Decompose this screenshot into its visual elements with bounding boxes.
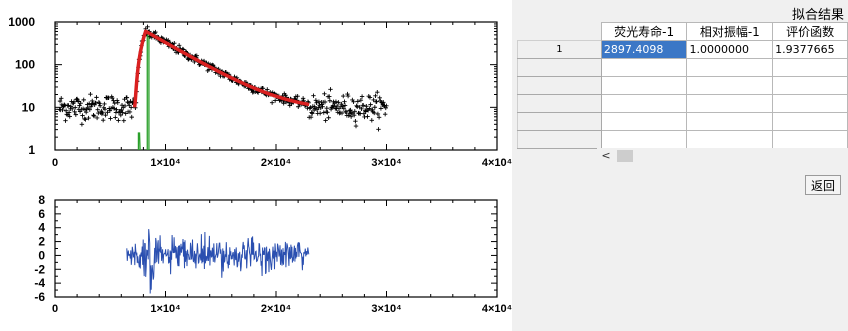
- decay-plot: 0 1×10⁴ 2×10⁴ 3×10⁴ 4×10⁴ 1 10 100 1000: [8, 15, 512, 169]
- y-tick-label: 100: [15, 58, 35, 72]
- table-cell[interactable]: [686, 76, 774, 95]
- results-panel: 拟合结果 荧光寿命-1 相对振幅-1 评价函数 1 2897.4098 1.0000…: [517, 0, 848, 331]
- x-tick-label: 1×10⁴: [150, 303, 180, 315]
- column-header-amplitude[interactable]: 相对振幅-1: [686, 22, 774, 41]
- table-row[interactable]: 1 2897.4098 1.0000000 1.9377665: [517, 40, 848, 59]
- table-cell[interactable]: [600, 76, 688, 95]
- column-header-lifetime[interactable]: 荧光寿命-1: [600, 22, 688, 41]
- row-header[interactable]: [517, 76, 602, 95]
- row-header[interactable]: [517, 130, 602, 149]
- y-tick-label: 8: [38, 193, 45, 207]
- residual-plot-frame: [54, 199, 498, 298]
- row-header[interactable]: [517, 112, 602, 131]
- table-cell[interactable]: 2897.4098: [600, 40, 688, 59]
- table-corner: [517, 22, 602, 41]
- results-table[interactable]: 荧光寿命-1 相对振幅-1 评价函数 1 2897.4098 1.0000000 1.…: [517, 22, 848, 149]
- column-header-merit[interactable]: 评价函数: [772, 22, 848, 41]
- table-row[interactable]: [517, 76, 848, 95]
- x-tick-label: 4×10⁴: [482, 157, 512, 169]
- table-row[interactable]: [517, 130, 848, 149]
- x-tick-label: 0: [52, 303, 58, 315]
- scroll-thumb[interactable]: [617, 150, 633, 162]
- y-tick-label: 1000: [8, 15, 35, 29]
- table-header-row: 荧光寿命-1 相对振幅-1 评价函数: [517, 22, 848, 41]
- table-cell[interactable]: 1.0000000: [686, 40, 774, 59]
- table-cell[interactable]: [600, 112, 688, 131]
- table-cell[interactable]: [686, 112, 774, 131]
- fit-curve: [132, 29, 310, 108]
- table-row[interactable]: [517, 94, 848, 113]
- table-cell[interactable]: [772, 94, 848, 113]
- table-cell[interactable]: [772, 130, 848, 149]
- y-tick-label: 4: [38, 221, 45, 235]
- y-tick-label: -4: [34, 276, 45, 290]
- residual-line: [126, 229, 310, 294]
- y-tick-label: 10: [22, 100, 36, 114]
- x-tick-label: 4×10⁴: [482, 303, 512, 315]
- decay-plot-frame: [54, 21, 498, 151]
- results-title: 拟合结果: [791, 8, 844, 23]
- x-tick-label: 2×10⁴: [261, 157, 291, 169]
- table-cell[interactable]: [600, 58, 688, 77]
- table-cell[interactable]: [600, 94, 688, 113]
- scroll-left-arrow-icon[interactable]: <: [601, 149, 611, 162]
- table-row[interactable]: [517, 58, 848, 77]
- table-cell[interactable]: [772, 112, 848, 131]
- table-cell[interactable]: 1.9377665: [772, 40, 848, 59]
- plots-svg: 0 1×10⁴ 2×10⁴ 3×10⁴ 4×10⁴ 1 10 100 1000 0 1×10⁴ 2×…: [8, 15, 512, 315]
- irf-line-1: [137, 132, 141, 151]
- table-cell[interactable]: [600, 130, 688, 149]
- table-cell[interactable]: [686, 130, 774, 149]
- y-tick-label: -6: [34, 290, 45, 304]
- x-tick-label: 1×10⁴: [150, 157, 180, 169]
- table-row[interactable]: [517, 112, 848, 131]
- table-cell[interactable]: [772, 58, 848, 77]
- back-button[interactable]: 返回: [805, 175, 841, 195]
- x-tick-label: 3×10⁴: [371, 157, 401, 169]
- y-tick-label: -2: [34, 262, 45, 276]
- table-cell[interactable]: [686, 94, 774, 113]
- plot-area: 0 1×10⁴ 2×10⁴ 3×10⁴ 4×10⁴ 1 10 100 1000 0 1×10⁴ 2×…: [0, 0, 512, 331]
- y-tick-label: 0: [38, 248, 45, 262]
- y-tick-label: 2: [38, 235, 45, 249]
- row-header[interactable]: [517, 94, 602, 113]
- y-tick-label: 6: [38, 207, 45, 221]
- x-tick-label: 2×10⁴: [261, 303, 291, 315]
- row-header[interactable]: [517, 58, 602, 77]
- row-header[interactable]: 1: [517, 40, 602, 59]
- x-tick-label: 3×10⁴: [371, 303, 401, 315]
- table-cell[interactable]: [686, 58, 774, 77]
- x-tick-label: 0: [52, 157, 58, 169]
- y-tick-label: 1: [28, 143, 35, 157]
- table-cell[interactable]: [772, 76, 848, 95]
- horizontal-scrollbar[interactable]: <: [597, 148, 848, 164]
